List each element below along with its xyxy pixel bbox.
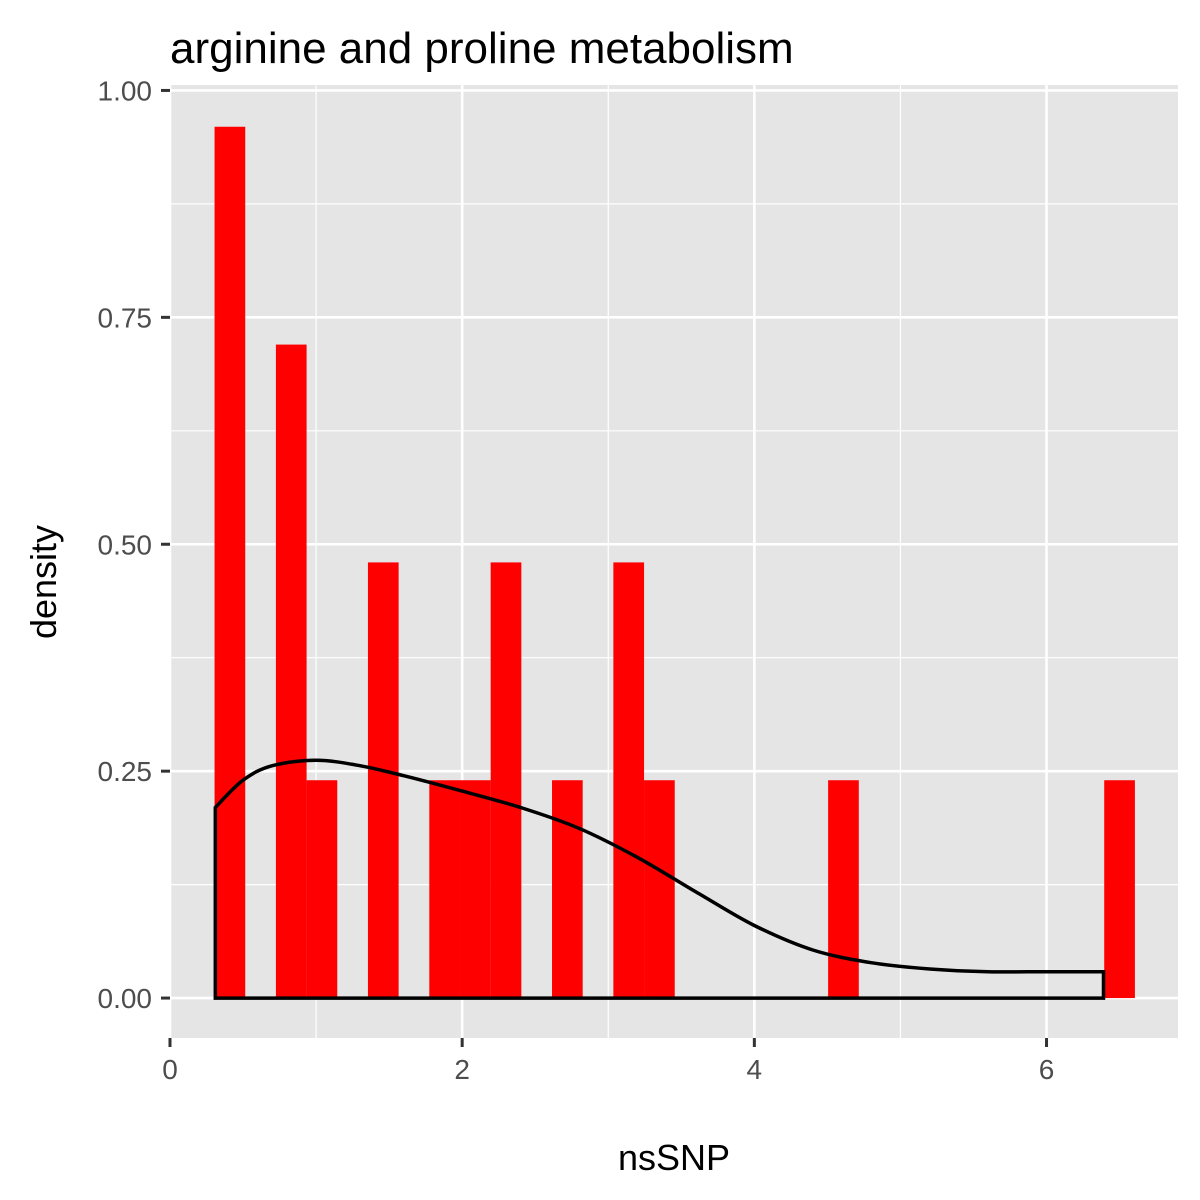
y-axis: 0.00 0.25 0.50 0.75 1.00 (98, 75, 170, 1014)
histogram-bar (490, 562, 522, 999)
x-tick-label: 6 (1039, 1054, 1055, 1085)
y-tick-label: 0.00 (98, 983, 153, 1014)
histogram-bar (552, 780, 583, 999)
x-axis: 0 2 4 6 (162, 1038, 1054, 1085)
x-tick-label: 4 (747, 1054, 763, 1085)
histogram-bar (828, 780, 859, 999)
grid-minor (170, 85, 1178, 1038)
histogram-bar (367, 562, 399, 999)
density-curve (213, 758, 1106, 1000)
histogram-bar (459, 780, 491, 999)
histogram-bars (214, 126, 1135, 999)
histogram-bar (644, 780, 675, 999)
x-tick-label: 2 (454, 1054, 470, 1085)
y-tick-label: 0.50 (98, 529, 153, 560)
histogram-bar (429, 780, 460, 999)
chart-title: arginine and proline metabolism (170, 24, 794, 73)
histogram-bar (275, 344, 307, 999)
histogram-bar (214, 126, 246, 999)
y-tick-label: 0.25 (98, 756, 153, 787)
y-axis-title: density (23, 525, 64, 639)
histogram-bar (1104, 780, 1135, 999)
y-tick-label: 0.75 (98, 302, 153, 333)
x-tick-label: 0 (162, 1054, 178, 1085)
histogram-bar (613, 562, 645, 999)
histogram-bar (306, 780, 338, 999)
x-axis-title: nsSNP (618, 1137, 730, 1178)
y-tick-label: 1.00 (98, 75, 153, 106)
